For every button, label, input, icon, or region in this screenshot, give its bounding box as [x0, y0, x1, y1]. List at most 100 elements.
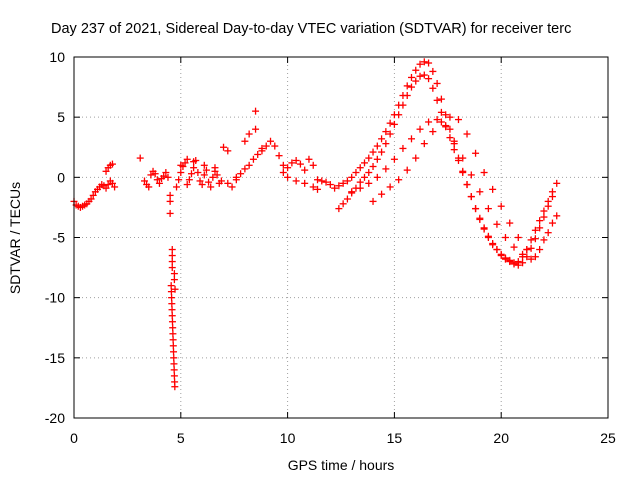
- data-point: [200, 161, 208, 169]
- data-point: [153, 176, 161, 184]
- data-point: [170, 348, 178, 356]
- y-tick-label: -20: [45, 410, 65, 426]
- data-point: [108, 179, 116, 187]
- data-point: [407, 135, 415, 143]
- data-point: [102, 184, 110, 192]
- data-point: [356, 164, 364, 172]
- data-point: [454, 116, 462, 124]
- data-point: [309, 161, 317, 169]
- data-point: [472, 205, 480, 213]
- data-point: [463, 130, 471, 138]
- data-point: [267, 137, 275, 145]
- data-point: [339, 200, 347, 208]
- data-point: [194, 169, 202, 177]
- data-point: [390, 155, 398, 163]
- data-point: [147, 171, 155, 179]
- data-point: [373, 155, 381, 163]
- data-point: [369, 148, 377, 156]
- data-point: [531, 253, 539, 261]
- data-point: [531, 235, 539, 243]
- data-point: [175, 176, 183, 184]
- data-point: [140, 177, 148, 185]
- data-point: [403, 166, 411, 174]
- y-tick-label: 0: [57, 169, 65, 185]
- data-point: [489, 185, 497, 193]
- data-point: [399, 144, 407, 152]
- data-point: [429, 67, 437, 75]
- data-point: [168, 306, 176, 314]
- data-point: [527, 244, 535, 252]
- data-point: [169, 336, 177, 344]
- data-point: [382, 128, 390, 136]
- data-point: [284, 173, 292, 181]
- data-point: [164, 173, 172, 181]
- data-point: [506, 219, 514, 227]
- data-point: [531, 226, 539, 234]
- data-point: [207, 183, 215, 191]
- data-point: [168, 300, 176, 308]
- data-point: [459, 154, 467, 162]
- data-point: [437, 95, 445, 103]
- data-point: [326, 181, 334, 189]
- data-point: [275, 152, 283, 160]
- data-point: [202, 166, 210, 174]
- data-point: [168, 294, 176, 302]
- data-point: [412, 77, 420, 85]
- data-point: [271, 142, 279, 150]
- data-point: [168, 264, 176, 272]
- data-point: [162, 169, 170, 177]
- data-point: [527, 236, 535, 244]
- data-point: [386, 130, 394, 138]
- data-point: [89, 191, 97, 199]
- data-point: [446, 125, 454, 133]
- plot-frame: [73, 56, 609, 419]
- data-point: [540, 236, 548, 244]
- data-point: [224, 147, 232, 155]
- data-point: [145, 183, 153, 191]
- y-tick-label: -5: [53, 230, 66, 246]
- y-tick-label: -10: [45, 290, 65, 306]
- data-point: [386, 183, 394, 191]
- data-point: [213, 171, 221, 179]
- data-point: [190, 164, 198, 172]
- data-point: [484, 205, 492, 213]
- data-point: [514, 234, 522, 241]
- data-point: [183, 181, 191, 189]
- data-point: [171, 383, 179, 391]
- data-point: [519, 250, 527, 258]
- data-point: [450, 146, 458, 154]
- data-point: [155, 179, 163, 187]
- data-point: [553, 179, 561, 187]
- data-point: [335, 182, 343, 190]
- data-point: [497, 202, 505, 210]
- data-point: [262, 142, 270, 150]
- data-point: [166, 197, 174, 205]
- data-point: [429, 84, 437, 92]
- data-point: [111, 183, 119, 191]
- data-point: [476, 214, 484, 222]
- data-point: [536, 224, 544, 232]
- data-point: [170, 372, 178, 380]
- data-point: [523, 246, 531, 254]
- data-point: [335, 205, 343, 213]
- data-point: [356, 178, 364, 186]
- data-point: [258, 144, 266, 152]
- data-point: [331, 184, 339, 192]
- data-point: [386, 119, 394, 127]
- data-point: [497, 252, 505, 260]
- data-point: [382, 140, 390, 148]
- data-point: [484, 232, 492, 240]
- data-point: [510, 243, 518, 251]
- data-point: [183, 155, 191, 163]
- y-tick-label: 10: [49, 49, 65, 65]
- data-point: [168, 252, 176, 260]
- data-point: [241, 165, 249, 173]
- y-tick-labels: -20 -15 -10 -5 0 5 10: [45, 49, 65, 426]
- data-point: [322, 178, 330, 186]
- data-point: [360, 173, 368, 181]
- data-point: [544, 202, 552, 210]
- data-point: [493, 220, 501, 228]
- data-point: [245, 161, 253, 169]
- data-point: [382, 165, 390, 173]
